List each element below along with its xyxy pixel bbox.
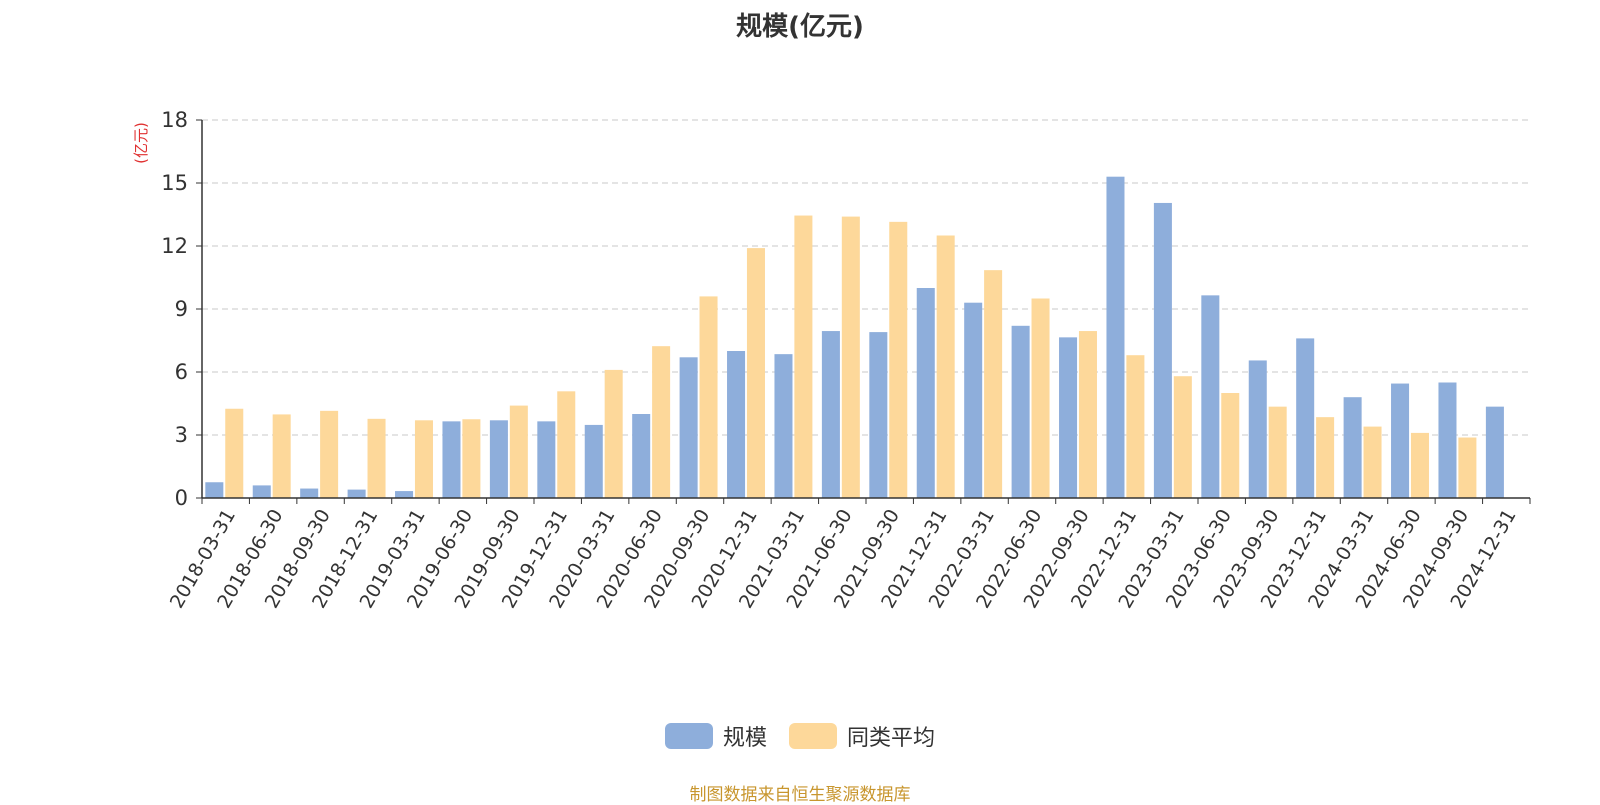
bar-peer-average — [557, 391, 576, 498]
bar-scale — [1106, 176, 1125, 498]
bar-scale — [1438, 382, 1457, 498]
bar-scale — [252, 485, 271, 498]
bars — [205, 176, 1504, 499]
bar-peer-average — [1031, 298, 1050, 498]
bar-scale — [1391, 383, 1410, 498]
bar-scale — [916, 288, 935, 498]
bar-scale — [632, 414, 651, 498]
bar-scale — [964, 302, 983, 498]
bar-scale — [205, 482, 224, 498]
bar-peer-average — [367, 418, 386, 498]
legend-swatch-scale — [664, 723, 713, 749]
bar-peer-average — [414, 420, 433, 498]
bar-scale — [1248, 360, 1267, 498]
y-tick-label: 3 — [175, 423, 188, 447]
y-tick-label: 18 — [161, 108, 188, 132]
bar-scale — [1011, 325, 1030, 498]
bar-peer-average — [889, 221, 908, 498]
y-tick-label: 0 — [175, 486, 188, 510]
bar-scale — [395, 491, 414, 498]
bar-peer-average — [1268, 406, 1287, 498]
chart-title: 规模(亿元) — [736, 12, 864, 42]
bar-peer-average — [1363, 426, 1382, 498]
bar-scale — [1343, 397, 1362, 498]
gridlines — [202, 119, 1530, 436]
legend-item-scale[interactable]: 规模 — [664, 720, 767, 752]
bar-peer-average — [936, 235, 955, 498]
bar-peer-average — [1410, 432, 1429, 498]
bar-scale — [821, 331, 840, 498]
bar-scale — [1153, 202, 1172, 498]
bar-peer-average — [652, 346, 671, 498]
legend-label-peer-average: 同类平均 — [847, 726, 936, 751]
bar-scale — [537, 421, 556, 498]
bar-peer-average — [746, 248, 765, 498]
bar-scale — [774, 354, 793, 498]
bar-scale — [869, 332, 888, 498]
y-tick-label: 15 — [161, 171, 188, 195]
legend-label-scale: 规模 — [722, 726, 767, 751]
bar-scale — [1201, 295, 1220, 498]
bar-peer-average — [1221, 393, 1240, 498]
bar-scale — [347, 489, 366, 498]
bar-peer-average — [841, 216, 860, 498]
bar-peer-average — [699, 296, 718, 498]
bar-scale — [489, 420, 508, 498]
y-axis-label: (亿元) — [132, 122, 150, 164]
bar-peer-average — [1458, 437, 1477, 498]
bar-peer-average — [225, 408, 244, 498]
legend-swatch-peer-average — [789, 723, 837, 749]
y-tick-label: 12 — [161, 234, 188, 258]
bar-scale — [727, 351, 746, 498]
bar-peer-average — [794, 215, 813, 499]
bar-peer-average — [462, 419, 481, 498]
bar-peer-average — [604, 369, 623, 498]
y-tick-label: 6 — [175, 360, 188, 384]
legend-item-peer-average[interactable]: 同类平均 — [789, 720, 935, 752]
bar-scale — [1485, 406, 1504, 498]
bar-peer-average — [320, 410, 339, 498]
bar-peer-average — [1316, 417, 1335, 498]
bar-peer-average — [1173, 376, 1192, 498]
bar-peer-average — [509, 405, 528, 498]
bar-scale — [679, 357, 698, 498]
bar-scale — [442, 421, 461, 498]
bar-scale — [1059, 337, 1078, 498]
bar-peer-average — [984, 270, 1003, 498]
bar-scale — [1296, 338, 1315, 498]
bar-scale — [300, 488, 319, 498]
bar-scale — [584, 424, 603, 498]
bar-peer-average — [1126, 355, 1145, 498]
bar-peer-average — [272, 414, 291, 498]
bar-peer-average — [1078, 331, 1097, 498]
legend: 规模 同类平均 — [0, 720, 1600, 752]
y-tick-label: 9 — [175, 297, 188, 321]
source-note: 制图数据来自恒生聚源数据库 — [689, 785, 911, 805]
